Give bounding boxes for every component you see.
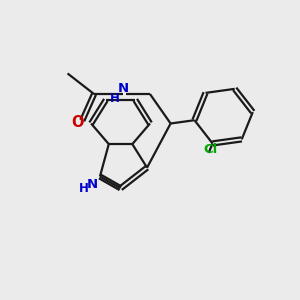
Text: N: N bbox=[87, 178, 98, 191]
Text: N: N bbox=[118, 82, 129, 95]
Text: Cl: Cl bbox=[203, 143, 217, 156]
Text: H: H bbox=[110, 92, 120, 105]
Text: O: O bbox=[72, 115, 84, 130]
Text: H: H bbox=[79, 182, 89, 195]
